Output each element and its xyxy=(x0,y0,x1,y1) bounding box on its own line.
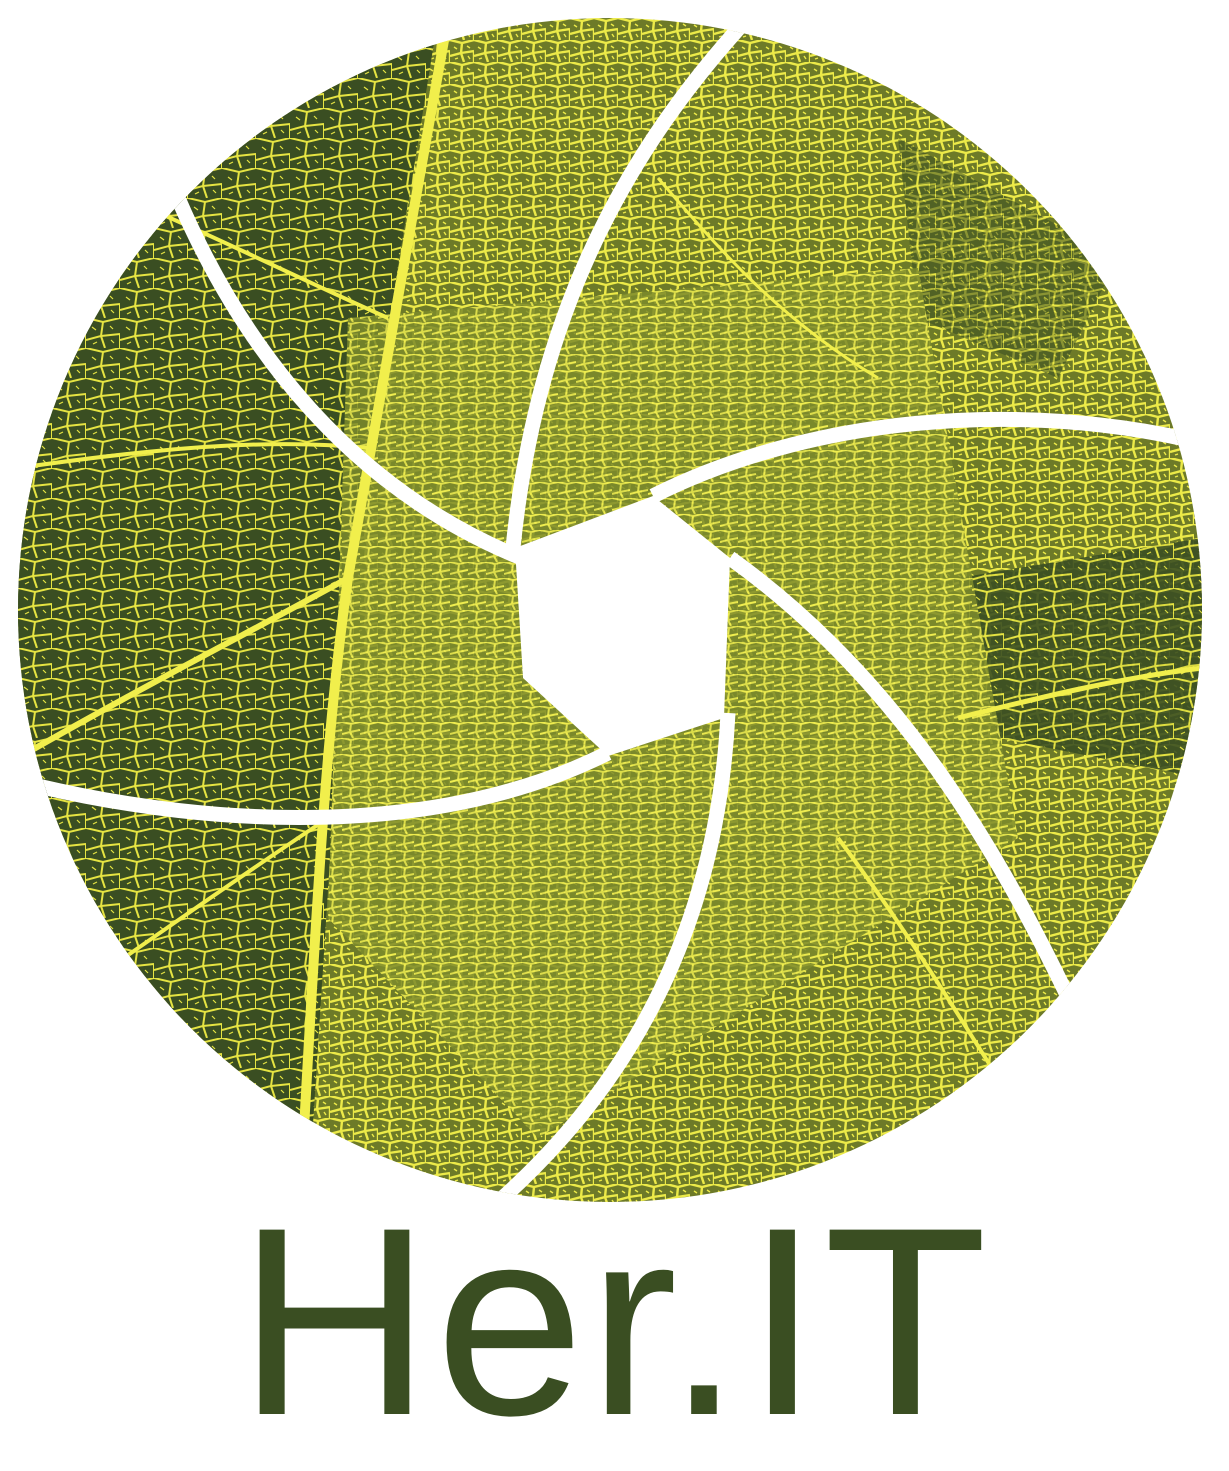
leaf-aperture-icon xyxy=(18,18,1202,1202)
brand-wordmark: Her.IT xyxy=(237,1171,992,1471)
